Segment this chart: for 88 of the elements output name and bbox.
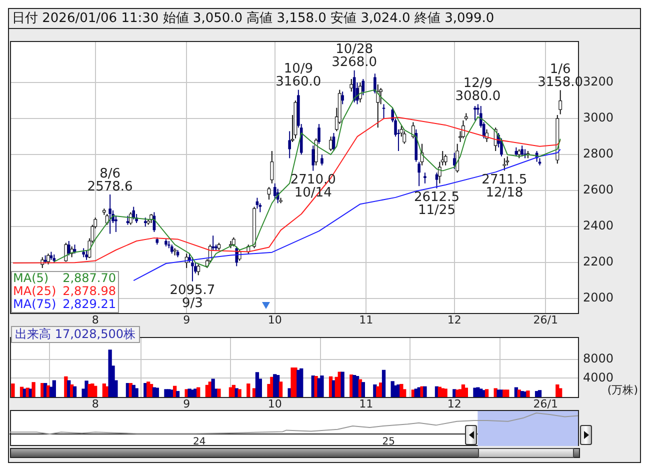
bar (246, 383, 250, 397)
candlestick (452, 152, 456, 170)
chart-title: 出来高 17,028,500株 (11, 326, 140, 343)
candlestick (462, 120, 465, 139)
candlestick (312, 145, 315, 172)
candlestick (382, 104, 386, 120)
candlestick (474, 106, 476, 121)
series-label: MA(5) 2,887.70 (13, 271, 116, 286)
candlestick (411, 122, 415, 139)
bar (526, 390, 530, 397)
x-tick-label: 9 (183, 397, 190, 410)
bar (32, 382, 36, 397)
candlestick (435, 172, 438, 189)
annotation: 2095.7 9/3 (170, 283, 216, 312)
chart-title: 日付 2026/01/06 11:30 始値 3,050.0 高値 3,158.0 安値 3,024.0 終値 3,099.0 (9, 9, 640, 29)
candlestick (212, 235, 214, 250)
series-label: MA(25) 2,878.98 (13, 284, 116, 298)
annotation: 12/9 3080.0 (455, 76, 501, 104)
candlestick (418, 161, 420, 187)
bar (108, 350, 112, 397)
y-tick-label: 2800 (583, 146, 614, 161)
annotation: 8/6 2578.6 (87, 166, 133, 194)
bar (176, 391, 180, 397)
annotation: 2711.5 12/18 (482, 172, 528, 200)
y-tick-label: 3000 (583, 110, 614, 125)
candlestick (424, 172, 426, 184)
bar (217, 388, 221, 397)
x-tick-label: 12 (447, 397, 462, 410)
y-tick-label: 4000 (583, 370, 614, 384)
y-axis-title: (万株) (607, 383, 638, 396)
y-tick-label: 2600 (583, 182, 614, 197)
bar (300, 368, 304, 397)
x-tick-label: 10 (268, 397, 282, 410)
candlestick (318, 124, 320, 144)
annotation: 10/28 3268.0 (332, 42, 378, 70)
x-tick-label: 11 (359, 313, 374, 326)
candlestick (85, 250, 88, 260)
bar (444, 388, 448, 397)
bar (134, 388, 138, 397)
bar (361, 382, 365, 397)
bar (382, 370, 386, 397)
text: MA(75) 2,829.21 (13, 297, 116, 312)
bar (558, 388, 562, 397)
x-tick-label: 26/1 (533, 313, 558, 326)
bar (11, 383, 15, 397)
x-tick-label: 11 (359, 397, 374, 410)
y-tick-label: 2200 (583, 254, 614, 269)
x-tick-label: 8 (92, 313, 99, 326)
bar (196, 387, 200, 397)
candlestick (191, 256, 194, 282)
bar (506, 390, 510, 397)
candlestick (374, 73, 376, 94)
x-tick-label: 10 (268, 313, 282, 326)
x-tick-label: 25 (382, 436, 396, 448)
bar (340, 372, 344, 397)
y-tick-label: 2400 (583, 218, 614, 233)
x-tick-label: 26/1 (533, 397, 558, 410)
bar (94, 386, 98, 397)
bar (72, 386, 77, 397)
x-tick-label: 9 (183, 313, 190, 326)
bar (423, 386, 427, 397)
bar (320, 375, 324, 397)
y-tick-label: 3200 (583, 74, 614, 89)
candlestick (288, 130, 291, 159)
candlestick (320, 154, 324, 166)
bar (211, 378, 215, 397)
bar (484, 389, 489, 397)
bar (238, 389, 242, 397)
bar (278, 382, 283, 397)
candlestick (520, 145, 524, 157)
y-tick-label: 8000 (583, 351, 614, 366)
candlestick (114, 215, 118, 232)
y-tick-label: 2000 (583, 290, 614, 305)
candlestick (341, 91, 344, 105)
x-tick-label: 24 (192, 436, 206, 448)
bar (538, 390, 542, 397)
bar (464, 388, 468, 397)
annotation: 2612.5 11/25 (414, 190, 460, 218)
candlestick (108, 194, 112, 234)
candlestick (67, 240, 70, 256)
annotation: 10/9 3160.0 (276, 62, 322, 90)
candlestick (132, 206, 136, 220)
candlestick (46, 253, 50, 265)
bar (52, 380, 56, 397)
x-tick-label: 12 (447, 313, 462, 326)
bar (155, 388, 159, 397)
candlestick (273, 182, 276, 200)
x-tick-label: 8 (92, 397, 99, 410)
